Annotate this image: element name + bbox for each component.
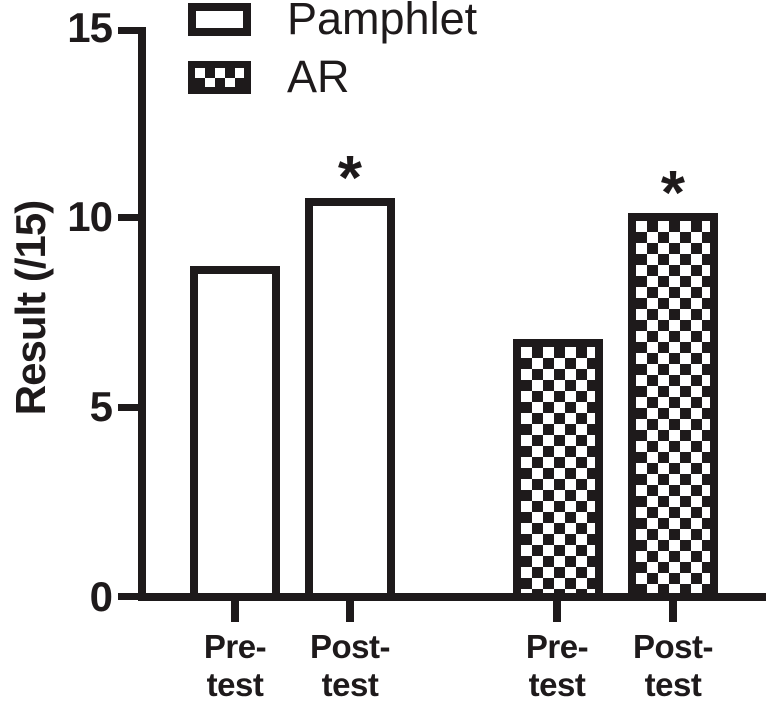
significance-asterisk-pamphlet-posttest: * xyxy=(337,144,363,213)
x-label-line1: Pre- xyxy=(525,628,589,665)
x-tick-mark-pamphlet-posttest xyxy=(346,601,354,622)
x-tick-mark-ar-posttest xyxy=(669,601,677,622)
x-tick-label-ar-posttest: Post- test xyxy=(603,628,743,703)
legend-label-pamphlet: Pamphlet xyxy=(287,0,478,44)
y-tick-mark-5 xyxy=(118,404,140,411)
legend-swatch-pamphlet xyxy=(188,3,251,36)
x-axis-line xyxy=(138,593,766,601)
bar-ar-pretest xyxy=(513,339,603,599)
y-axis-line xyxy=(138,27,146,601)
y-tick-mark-15 xyxy=(118,27,140,34)
y-tick-label-10: 10 xyxy=(67,193,113,240)
y-tick-label-5: 5 xyxy=(89,383,113,430)
significance-asterisk-ar-posttest: * xyxy=(660,159,686,228)
x-tick-mark-pamphlet-pretest xyxy=(231,601,239,622)
bar-pamphlet-posttest xyxy=(305,198,395,599)
x-label-line2: test xyxy=(206,666,264,703)
y-tick-label-0: 0 xyxy=(89,573,113,620)
bar-pamphlet-pretest xyxy=(190,266,280,599)
y-tick-label-15: 15 xyxy=(67,4,113,51)
legend-label-ar: AR xyxy=(287,51,350,102)
y-tick-mark-0 xyxy=(118,593,140,600)
x-label-line1: Post- xyxy=(310,628,391,665)
y-tick-mark-10 xyxy=(118,214,140,221)
x-label-line1: Pre- xyxy=(203,628,267,665)
legend-swatch-ar xyxy=(188,61,251,94)
x-tick-label-ar-pretest: Pre- test xyxy=(487,628,627,703)
x-tick-mark-ar-pretest xyxy=(553,601,561,622)
x-label-line2: test xyxy=(644,666,702,703)
x-label-line1: Post- xyxy=(633,628,714,665)
x-label-line2: test xyxy=(528,666,586,703)
bar-ar-posttest xyxy=(628,213,718,599)
x-tick-label-pamphlet-posttest: Post- test xyxy=(280,628,420,703)
x-label-line2: test xyxy=(321,666,379,703)
x-tick-label-pamphlet-pretest: Pre- test xyxy=(165,628,305,703)
